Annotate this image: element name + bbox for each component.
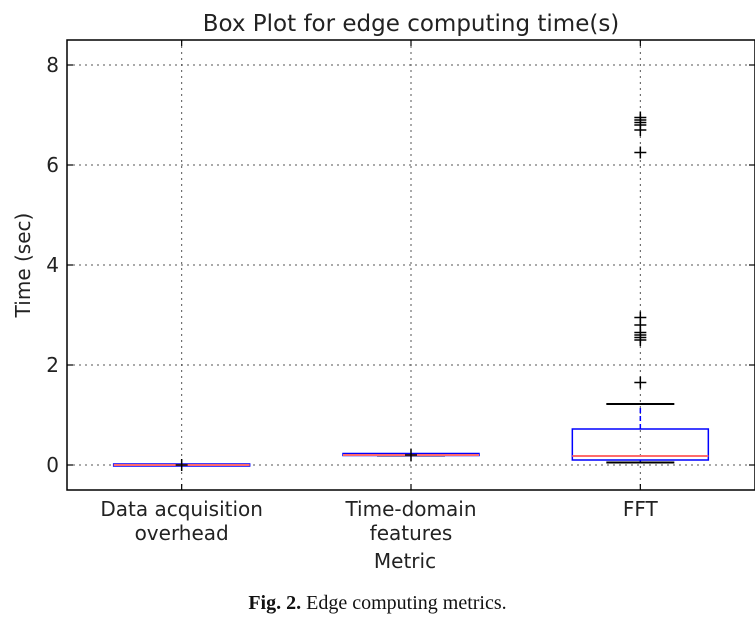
box-rect <box>571 428 710 461</box>
x-tick-label: FFT <box>623 497 659 521</box>
y-tick-label: 4 <box>46 253 59 277</box>
y-tick-label: 0 <box>46 453 59 477</box>
outlier-point <box>634 111 647 124</box>
box-group <box>342 449 480 461</box>
figure-caption: Fig. 2. Edge computing metrics. <box>0 592 755 615</box>
x-axis-label: Metric <box>374 549 436 573</box>
y-axis: 0 2 4 6 8 <box>46 53 755 477</box>
caption-text: Edge computing metrics. <box>306 592 507 614</box>
outlier-point <box>405 449 417 461</box>
boxes-group <box>112 111 710 471</box>
x-tick-label: overhead <box>135 521 229 545</box>
outlier-point <box>634 311 647 324</box>
outlier-point <box>634 146 647 159</box>
y-tick-label: 6 <box>46 153 59 177</box>
x-tick-label: features <box>370 521 453 545</box>
caption-label: Fig. 2. <box>248 592 302 614</box>
y-tick-label: 2 <box>46 353 59 377</box>
y-tick-label: 8 <box>46 53 59 77</box>
box-group <box>112 459 251 471</box>
outlier-point <box>634 376 647 389</box>
outlier-point <box>175 459 188 471</box>
chart-title: Box Plot for edge computing time(s) <box>203 11 620 37</box>
grid-lines <box>67 40 755 490</box>
box-group <box>571 111 710 464</box>
y-axis-label: Time (sec) <box>11 213 35 319</box>
x-tick-label: Time-domain <box>344 497 476 521</box>
box-plot-chart: Box Plot for edge computing time(s) 0 2 4 6… <box>11 11 755 573</box>
x-tick-label: Data acquisition <box>100 497 263 521</box>
